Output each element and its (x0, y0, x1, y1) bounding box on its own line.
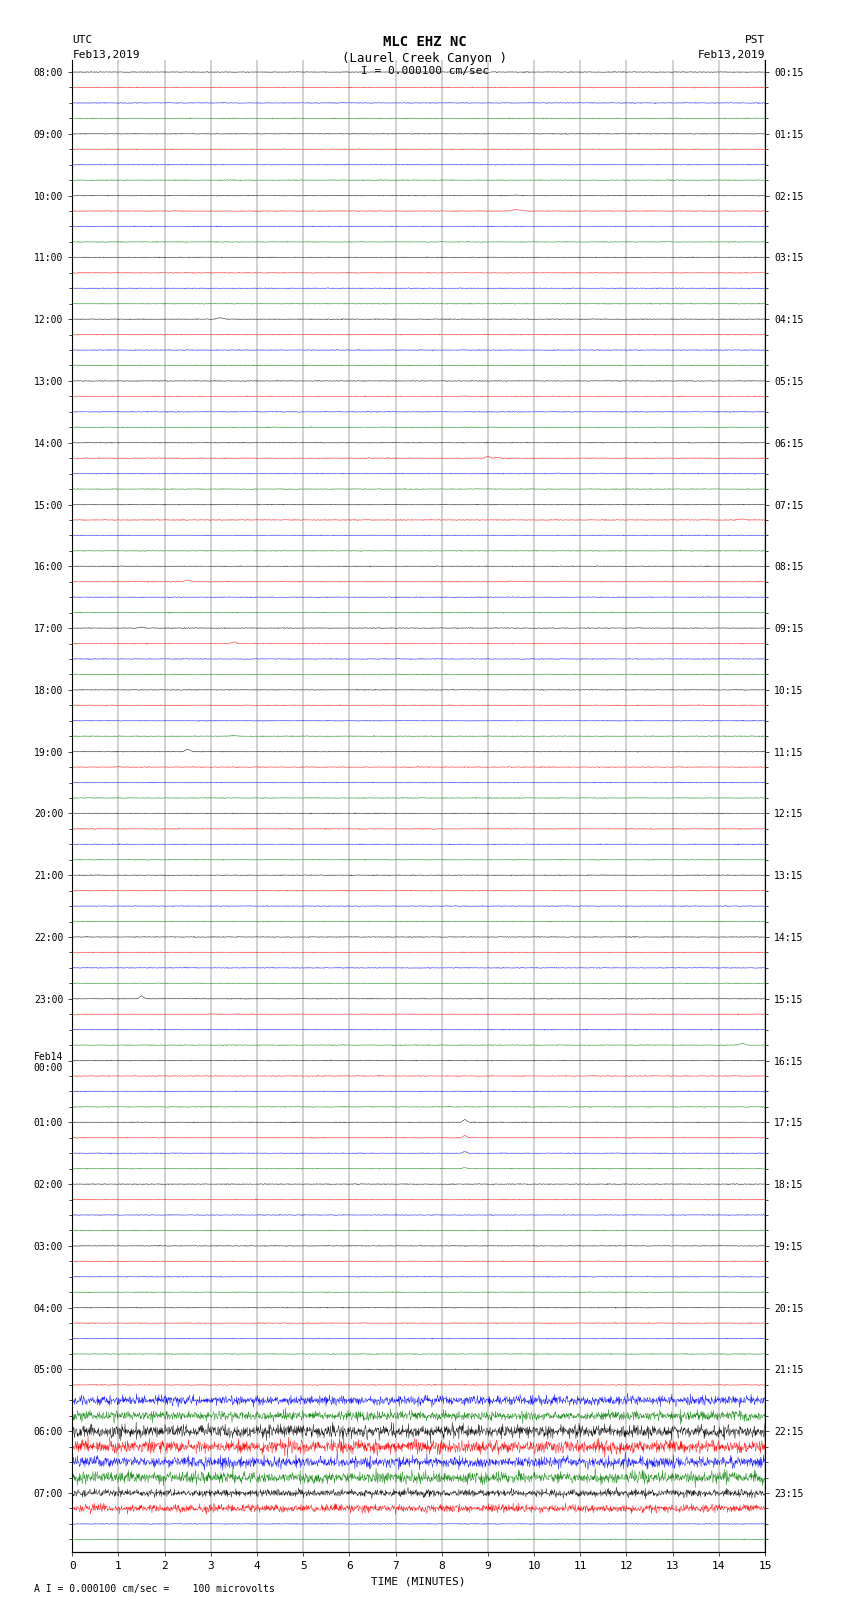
Text: Feb13,2019: Feb13,2019 (72, 50, 139, 60)
Text: (Laurel Creek Canyon ): (Laurel Creek Canyon ) (343, 52, 507, 65)
Text: PST: PST (745, 35, 765, 45)
X-axis label: TIME (MINUTES): TIME (MINUTES) (371, 1576, 466, 1586)
Text: A I = 0.000100 cm/sec =    100 microvolts: A I = 0.000100 cm/sec = 100 microvolts (34, 1584, 275, 1594)
Text: Feb13,2019: Feb13,2019 (698, 50, 765, 60)
Text: I = 0.000100 cm/sec: I = 0.000100 cm/sec (361, 66, 489, 76)
Text: UTC: UTC (72, 35, 93, 45)
Text: MLC EHZ NC: MLC EHZ NC (383, 35, 467, 50)
